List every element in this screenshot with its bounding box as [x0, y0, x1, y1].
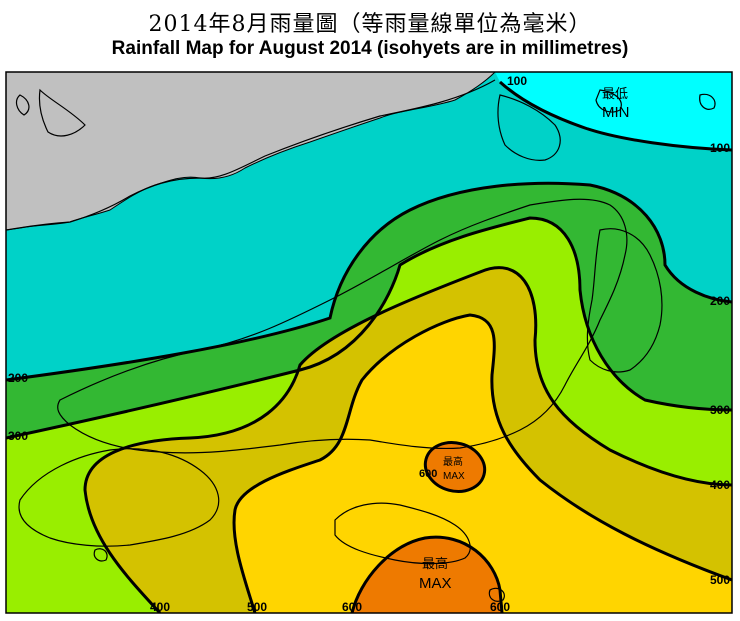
- min-label-en: MIN: [602, 104, 630, 121]
- coastline-mainland: [6, 79, 496, 231]
- title-chinese: 2014年8月雨量圖（等雨量線單位為毫米）: [148, 12, 592, 37]
- label-600-bottom-right: 600: [490, 600, 510, 614]
- coastline-new-territories: [57, 198, 628, 454]
- band-below-100: [495, 72, 732, 150]
- max-centre-en: MAX: [443, 471, 465, 482]
- isohyet-300: [6, 216, 732, 440]
- isohyet-100: [498, 80, 732, 152]
- coastline-northeast: [497, 89, 622, 161]
- label-100-top: 100: [507, 74, 527, 88]
- label-500-bottom: 500: [247, 600, 267, 614]
- label-200-right: 200: [710, 294, 730, 308]
- max-bottom-en: MAX: [419, 575, 452, 592]
- isohyet-200: [6, 181, 732, 382]
- band-above-600-centre: [425, 442, 485, 492]
- min-label-zh: 最低: [602, 86, 628, 101]
- isohyet-600-centre: [423, 441, 487, 493]
- label-300-right: 300: [710, 403, 730, 417]
- isohyet-400: [83, 266, 732, 613]
- label-200-left: 200: [8, 371, 28, 385]
- label-500-right: 500: [710, 573, 730, 587]
- label-300-left: 300: [8, 429, 28, 443]
- coastline-islands-west: [15, 88, 86, 137]
- coastline-small-island-2: [93, 548, 108, 562]
- max-centre-zh: 最高: [443, 455, 463, 468]
- title-english: Rainfall Map for August 2014 (isohyets a…: [111, 38, 629, 59]
- coastline-sai-kung: [586, 228, 663, 373]
- coastline-small-island-3: [488, 587, 505, 602]
- label-400-bottom: 400: [150, 600, 170, 614]
- map-border: [5, 71, 733, 614]
- coastline-small-island-1: [699, 93, 716, 110]
- label-100-right: 100: [710, 141, 730, 155]
- label-400-right: 400: [710, 478, 730, 492]
- isohyet-500: [232, 313, 732, 613]
- isohyet-600-bottom: [350, 535, 504, 613]
- label-600-bottom-left: 600: [342, 600, 362, 614]
- coastline-lantau: [18, 448, 220, 547]
- max-bottom-zh: 最高: [422, 556, 448, 571]
- label-600-centre: 600: [419, 468, 437, 480]
